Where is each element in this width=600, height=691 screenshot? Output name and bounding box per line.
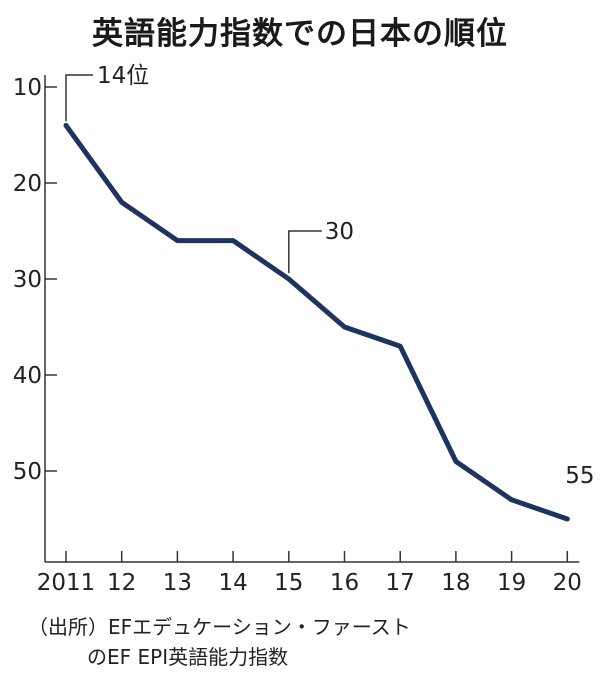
y-tick-label: 30: [13, 267, 42, 293]
x-tick-label: 18: [441, 570, 470, 596]
x-tick-label: 14: [218, 570, 247, 596]
annotation-leader: [288, 230, 322, 273]
x-tick-label: 19: [497, 570, 526, 596]
x-tick-label: 17: [386, 570, 415, 596]
x-tick-label: 13: [163, 570, 192, 596]
annotation-label: 30: [325, 219, 354, 245]
source-line-1: （出所）EFエデュケーション・ファースト: [28, 615, 411, 639]
x-tick-label: 2011: [37, 570, 96, 596]
annotation-leader: [65, 74, 93, 122]
source-line-2: のEF EPI英語能力指数: [87, 645, 289, 669]
annotations: 14位 30 55: [65, 63, 595, 489]
y-tick-label: 40: [13, 363, 42, 389]
y-tick-label: 50: [13, 459, 42, 485]
annotation-label: 14位: [97, 63, 149, 89]
x-tick-label: 15: [274, 570, 303, 596]
annotation-label: 55: [565, 463, 594, 489]
x-tick-label: 12: [107, 570, 136, 596]
y-tick-label: 20: [13, 171, 42, 197]
series: [63, 122, 570, 522]
axes: [44, 75, 580, 563]
x-tick-label: 20: [553, 570, 582, 596]
series-line: [63, 122, 570, 522]
source-note: （出所）EFエデュケーション・ファースト のEF EPI英語能力指数: [28, 612, 411, 672]
x-tick-label: 16: [330, 570, 359, 596]
y-tick-label: 10: [13, 75, 42, 101]
ticks: 10 20 30 40 50 2011 12 13 14 15 16 17 18 19 20: [13, 75, 582, 596]
chart-title: 英語能力指数での日本の順位: [92, 16, 508, 52]
